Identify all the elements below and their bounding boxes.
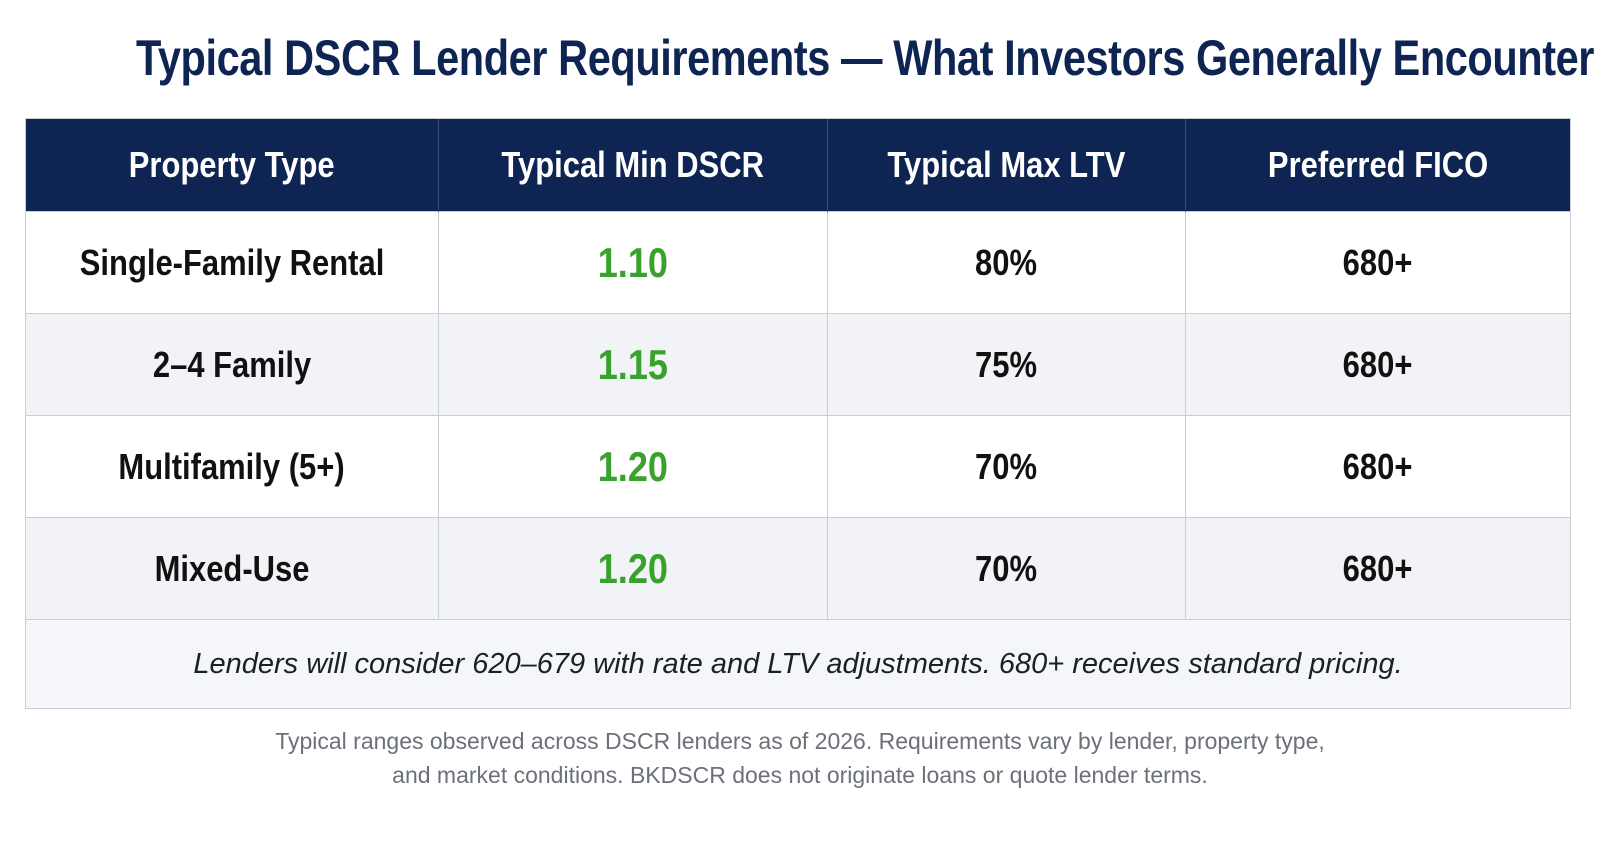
min-dscr-cell: 1.10	[438, 211, 828, 314]
table-footnote-row: Lenders will consider 620–679 with rate …	[26, 619, 1570, 708]
requirements-table-container: Property Type Typical Min DSCR Typical M…	[25, 118, 1571, 709]
table-row: Mixed-Use 1.20 70% 680+	[26, 517, 1570, 619]
property-type-cell: 2–4 Family	[26, 313, 439, 416]
table-footnote: Lenders will consider 620–679 with rate …	[193, 647, 1403, 680]
property-type-cell: Mixed-Use	[26, 517, 439, 619]
header-preferred-fico: Preferred FICO	[1185, 119, 1570, 212]
table-header-row: Property Type Typical Min DSCR Typical M…	[26, 119, 1570, 212]
fico-cell: 680+	[1185, 313, 1570, 416]
property-type-cell: Multifamily (5+)	[26, 415, 439, 518]
property-type-cell: Single-Family Rental	[26, 211, 439, 314]
fico-cell: 680+	[1185, 211, 1570, 314]
requirements-table: Property Type Typical Min DSCR Typical M…	[26, 119, 1570, 619]
min-dscr-cell: 1.15	[438, 313, 828, 416]
min-dscr-cell: 1.20	[438, 415, 828, 518]
header-max-ltv: Typical Max LTV	[827, 119, 1186, 212]
table-row: Single-Family Rental 1.10 80% 680+	[26, 211, 1570, 314]
max-ltv-cell: 80%	[827, 211, 1186, 314]
max-ltv-cell: 70%	[827, 415, 1186, 518]
max-ltv-cell: 70%	[827, 517, 1186, 619]
table-row: Multifamily (5+) 1.20 70% 680+	[26, 415, 1570, 518]
disclaimer-line-2: and market conditions. BKDSCR does not o…	[392, 762, 1208, 788]
disclaimer: Typical ranges observed across DSCR lend…	[0, 724, 1600, 792]
page-title: Typical DSCR Lender Requirements — What …	[136, 30, 1595, 86]
max-ltv-cell: 75%	[827, 313, 1186, 416]
min-dscr-cell: 1.20	[438, 517, 828, 619]
fico-cell: 680+	[1185, 517, 1570, 619]
header-property-type: Property Type	[26, 119, 439, 212]
table-row: 2–4 Family 1.15 75% 680+	[26, 313, 1570, 416]
disclaimer-line-1: Typical ranges observed across DSCR lend…	[275, 728, 1325, 754]
header-min-dscr: Typical Min DSCR	[438, 119, 828, 212]
fico-cell: 680+	[1185, 415, 1570, 518]
